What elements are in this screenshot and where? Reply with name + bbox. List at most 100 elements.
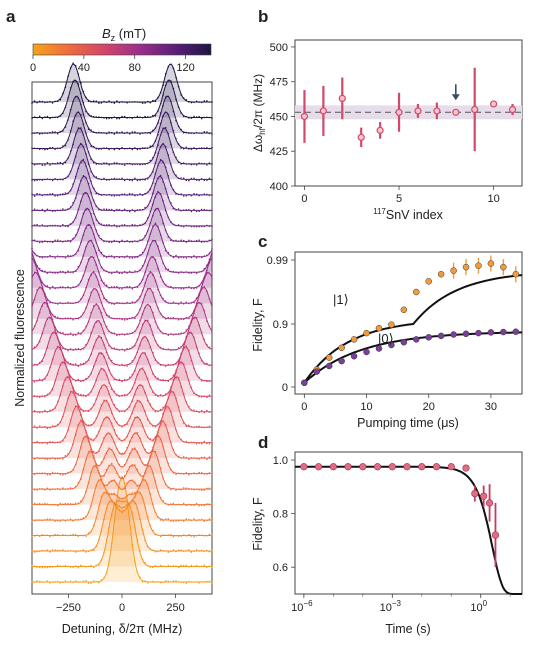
trace-21-point-33 [116, 255, 118, 258]
trace-8-point-61 [188, 458, 190, 461]
trace-17-point-15 [69, 317, 72, 320]
trace-20-point-62 [190, 272, 193, 274]
trace-28-point-12 [62, 145, 64, 147]
trace-14-point-47 [152, 351, 154, 354]
trace-9-point-37 [126, 435, 128, 438]
trace-0-point-61 [188, 580, 190, 583]
trace-16-point-46 [149, 305, 152, 308]
trace-28-point-54 [170, 121, 172, 124]
trace-1-point-50 [159, 564, 162, 567]
trace-23-point-14 [67, 225, 69, 228]
panel-c-frame [294, 251, 523, 395]
trace-30-point-22 [87, 113, 90, 115]
trace-28-point-17 [74, 114, 77, 117]
trace-11-point-34 [118, 410, 121, 413]
trace-30-point-9 [54, 116, 56, 119]
trace-21-point-41 [136, 256, 139, 258]
trace-19-point-0 [31, 257, 33, 260]
trace-29-point-25 [95, 132, 98, 134]
trace-19-point-53 [167, 285, 170, 288]
trace-31-point-31 [110, 101, 113, 104]
trace-2-point-52 [164, 550, 167, 552]
trace-23-point-30 [108, 224, 110, 226]
trace-16-point-19 [80, 333, 82, 335]
trace-3-point-67 [203, 534, 206, 537]
trace-8-point-19 [80, 419, 82, 422]
trace-0-point-51 [162, 581, 164, 584]
trace-31-point-6 [46, 101, 49, 103]
trace-12-point-1 [33, 395, 36, 397]
trace-1-point-63 [193, 565, 195, 568]
trace-27-point-56 [175, 156, 177, 159]
trace-31-point-5 [44, 101, 46, 104]
trace-4-point-24 [92, 494, 95, 497]
trace-8-point-46 [149, 451, 152, 454]
trace-28-point-26 [98, 148, 100, 150]
panel-c-point-1-2 [325, 362, 333, 370]
trace-24-point-70 [211, 209, 213, 211]
trace-24-point-53 [167, 196, 170, 198]
trace-24-point-0 [31, 210, 33, 212]
trace-2-point-24 [92, 549, 95, 551]
trace-25-point-10 [56, 194, 59, 197]
trace-19-point-65 [198, 285, 200, 287]
trace-25-point-51 [162, 161, 164, 163]
trace-27-point-23 [90, 158, 92, 160]
trace-0-point-12 [62, 581, 64, 584]
trace-17-point-35 [121, 318, 123, 321]
trace-17-point-48 [154, 300, 157, 303]
trace-29-point-18 [77, 97, 80, 99]
trace-2-point-66 [200, 549, 203, 552]
trace-4-point-13 [64, 520, 67, 522]
trace-0-point-67 [203, 581, 206, 583]
trace-10-point-62 [190, 426, 193, 428]
trace-19-point-20 [82, 274, 85, 277]
trace-23-point-24 [92, 212, 95, 215]
trace-31-point-11 [59, 98, 62, 101]
trace-11-point-63 [193, 409, 195, 411]
trace-29-point-39 [131, 131, 134, 133]
trace-3-point-66 [200, 534, 203, 536]
trace-18-point-12 [62, 302, 64, 305]
trace-22-point-7 [49, 240, 51, 243]
trace-14-point-41 [136, 351, 139, 354]
trace-7-point-33 [116, 459, 118, 462]
trace-9-point-20 [82, 423, 85, 426]
trace-16-point-29 [105, 325, 108, 328]
trace-22-point-54 [170, 239, 172, 242]
trace-24-point-68 [206, 209, 208, 211]
trace-20-point-9 [54, 272, 56, 274]
trace-19-point-11 [59, 286, 62, 288]
trace-16-point-38 [128, 332, 131, 335]
trace-2-point-62 [190, 551, 193, 553]
trace-29-point-0 [31, 132, 33, 134]
trace-3-point-35 [121, 507, 123, 509]
trace-2-point-21 [85, 551, 87, 553]
trace-1-point-48 [154, 564, 157, 567]
trace-6-point-22 [87, 451, 90, 453]
trace-24-point-59 [182, 209, 185, 211]
trace-5-point-15 [69, 502, 72, 505]
trace-5-point-13 [64, 502, 67, 505]
trace-16-point-48 [154, 321, 157, 323]
trace-1-point-47 [152, 566, 154, 569]
trace-16-point-23 [90, 311, 92, 314]
trace-4-point-61 [188, 518, 190, 521]
trace-8-point-11 [59, 457, 62, 460]
trace-14-point-26 [98, 335, 100, 337]
trace-26-point-27 [100, 178, 103, 181]
trace-23-point-47 [152, 203, 154, 205]
trace-17-point-54 [170, 317, 172, 319]
trace-12-point-59 [182, 363, 185, 366]
trace-20-point-26 [98, 259, 100, 262]
trace-0-point-7 [49, 582, 51, 584]
trace-5-point-68 [206, 503, 208, 505]
trace-22-point-48 [154, 209, 157, 211]
trace-6-point-20 [82, 468, 85, 471]
trace-24-point-52 [164, 187, 167, 190]
trace-22-point-15 [69, 240, 72, 243]
trace-12-point-0 [31, 396, 33, 399]
trace-1-point-15 [69, 566, 72, 568]
panel-d-x-tick-base-1: 10 [380, 602, 392, 614]
trace-21-point-47 [152, 225, 154, 228]
